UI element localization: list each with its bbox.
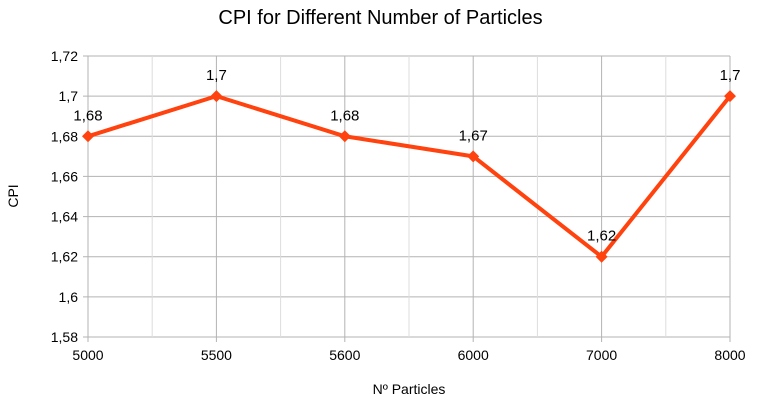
y-tick-label: 1,58 [51,329,78,345]
y-tick-label: 1,66 [51,168,78,184]
data-label: 1,68 [73,107,102,124]
data-point-marker [82,130,94,143]
x-tick-label: 5600 [329,347,360,363]
data-label: 1,7 [720,67,741,84]
x-tick-label: 6000 [458,347,489,363]
data-labels: 1,68 1,7 1,68 1,67 1,62 1,7 [73,67,740,245]
x-tick-label: 8000 [714,347,745,363]
data-label: 1,7 [206,67,227,84]
data-label: 1,67 [459,127,488,144]
chart-title: CPI for Different Number of Particles [218,7,543,29]
x-tick-label: 7000 [586,347,617,363]
data-point-marker [338,130,351,143]
data-point-marker [210,90,223,103]
y-tick-label: 1,64 [51,209,78,225]
data-label: 1,62 [587,228,616,245]
series-polyline [87,94,732,259]
data-point-marker [595,250,608,263]
y-tick-label: 1,68 [51,128,78,144]
data-point-marker [467,150,480,163]
x-tick-label: 5500 [201,347,232,363]
y-tick-label: 1,72 [51,48,78,64]
y-tick-label: 1,62 [51,249,78,265]
gridlines [83,55,731,342]
y-tick-label: 1,7 [59,88,79,104]
series-line [82,90,736,263]
data-label: 1,68 [330,107,359,124]
x-tick-label: 5000 [72,347,103,363]
data-point-marker [724,90,736,103]
y-tick-label: 1,6 [59,289,79,305]
x-axis-label: Nº Particles [372,381,446,397]
tick-labels: 1,58 1,6 1,62 1,64 1,66 1,68 1,7 1,72 5000 5500 56… [51,48,746,363]
